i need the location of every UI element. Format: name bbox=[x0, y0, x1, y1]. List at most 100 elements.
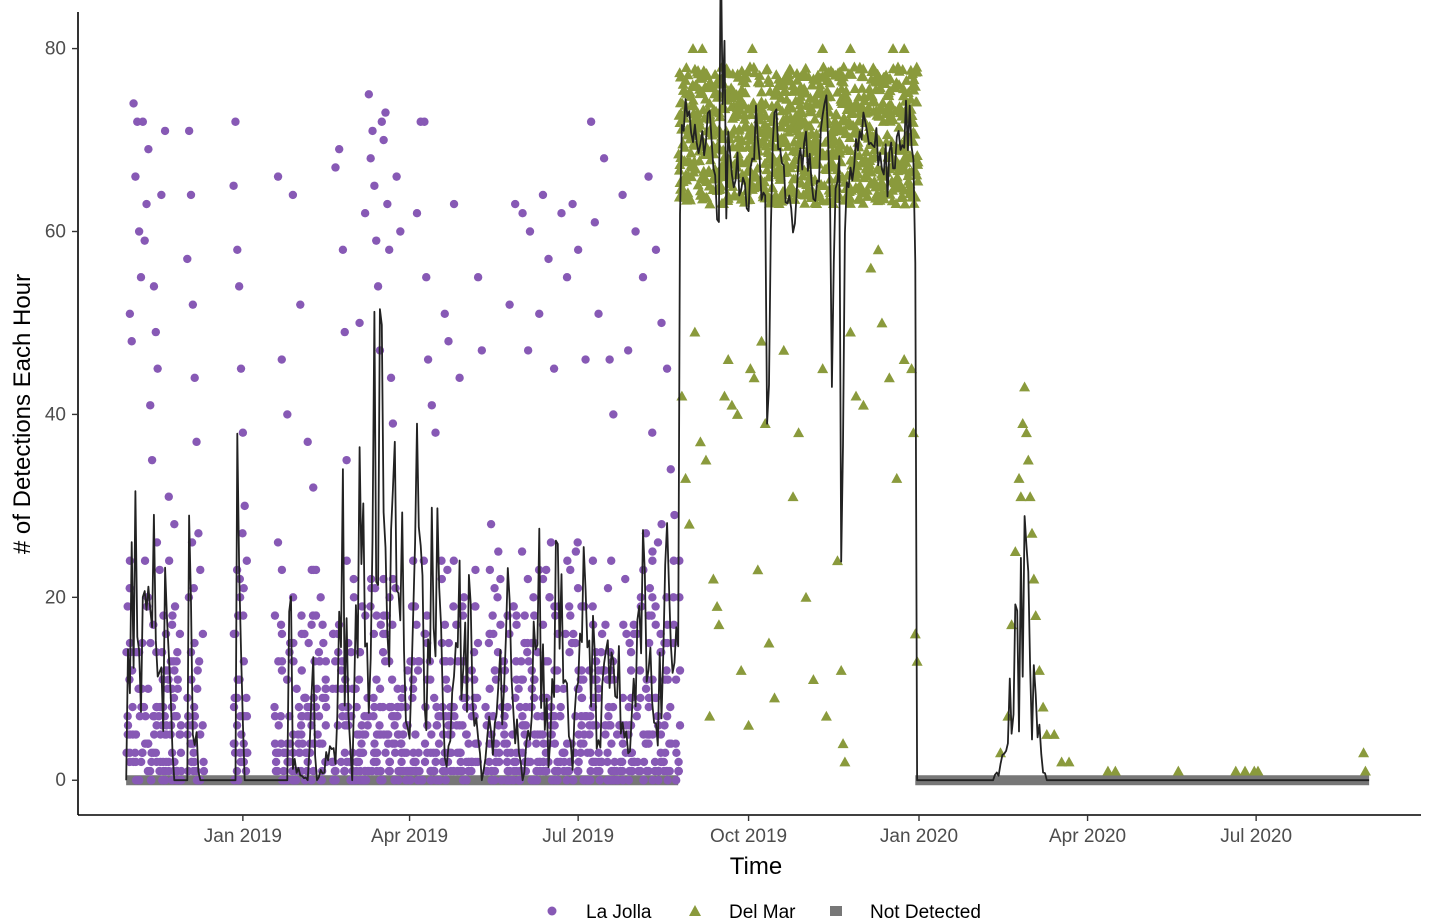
del-mar-point bbox=[800, 87, 812, 98]
del-mar-point bbox=[884, 72, 896, 83]
la-jolla-point bbox=[461, 730, 471, 739]
la-jolla-point bbox=[372, 611, 381, 620]
del-mar-point bbox=[782, 140, 794, 151]
la-jolla-point bbox=[490, 666, 500, 675]
la-jolla-point bbox=[384, 766, 394, 776]
la-jolla-point bbox=[196, 730, 205, 739]
del-mar-point bbox=[887, 43, 899, 53]
la-jolla-point bbox=[523, 739, 532, 748]
la-jolla-point bbox=[538, 730, 547, 739]
la-jolla-point bbox=[354, 675, 364, 684]
la-jolla-point bbox=[571, 638, 580, 648]
la-jolla-point bbox=[321, 693, 330, 703]
la-jolla-point bbox=[289, 657, 298, 666]
la-jolla-point bbox=[588, 602, 597, 611]
la-jolla-point bbox=[579, 675, 588, 684]
la-jolla-point bbox=[446, 657, 455, 666]
del-mar-point bbox=[883, 372, 895, 383]
la-jolla-point bbox=[557, 209, 566, 218]
la-jolla-point bbox=[159, 611, 168, 620]
la-jolla-point bbox=[273, 748, 283, 758]
la-jolla-point bbox=[604, 712, 613, 721]
la-jolla-point bbox=[397, 693, 406, 703]
la-jolla-point bbox=[396, 227, 405, 236]
del-mar-point bbox=[866, 166, 878, 177]
la-jolla-point bbox=[134, 227, 144, 236]
la-jolla-point bbox=[450, 712, 459, 721]
la-jolla-point bbox=[378, 648, 388, 657]
del-mar-point bbox=[712, 140, 724, 151]
la-jolla-point bbox=[161, 629, 171, 639]
la-jolla-point bbox=[458, 766, 467, 776]
la-jolla-point bbox=[295, 748, 304, 758]
la-jolla-point bbox=[297, 730, 306, 739]
la-jolla-point bbox=[176, 721, 186, 730]
la-jolla-point bbox=[355, 318, 364, 328]
del-mar-point bbox=[906, 363, 918, 374]
la-jolla-point bbox=[160, 776, 170, 785]
la-jolla-point bbox=[420, 629, 429, 639]
la-jolla-point bbox=[164, 556, 174, 565]
la-jolla-point bbox=[618, 190, 627, 200]
la-jolla-point bbox=[164, 492, 173, 501]
la-jolla-point bbox=[638, 273, 648, 282]
la-jolla-point bbox=[283, 410, 292, 419]
del-mar-point bbox=[902, 175, 914, 186]
la-jolla-point bbox=[277, 629, 287, 639]
la-jolla-point bbox=[444, 337, 453, 346]
del-mar-point bbox=[839, 756, 851, 767]
la-jolla-point bbox=[607, 739, 616, 748]
del-mar-point bbox=[687, 100, 699, 111]
del-mar-points-layer bbox=[673, 43, 1371, 776]
la-jolla-point bbox=[270, 739, 280, 748]
la-jolla-point bbox=[143, 684, 153, 693]
del-mar-point bbox=[850, 390, 862, 401]
del-mar-point bbox=[745, 109, 757, 119]
la-jolla-point bbox=[538, 190, 548, 200]
x-tick-label: Jan 2020 bbox=[880, 826, 958, 847]
del-mar-point bbox=[857, 63, 869, 74]
la-jolla-point bbox=[489, 629, 498, 639]
la-jolla-point bbox=[601, 730, 610, 739]
la-jolla-point bbox=[644, 739, 653, 748]
la-jolla-point bbox=[670, 510, 679, 520]
la-jolla-point bbox=[413, 666, 423, 675]
del-mar-point bbox=[690, 163, 702, 174]
la-jolla-point bbox=[671, 675, 681, 684]
la-jolla-point bbox=[435, 776, 444, 785]
del-mar-point bbox=[744, 363, 756, 374]
la-jolla-point bbox=[190, 757, 199, 767]
la-jolla-point bbox=[420, 757, 430, 767]
y-tick-label: 20 bbox=[45, 587, 66, 608]
la-jolla-point bbox=[378, 776, 387, 785]
la-jolla-point bbox=[127, 337, 136, 346]
la-jolla-point bbox=[490, 776, 499, 785]
del-mar-point bbox=[769, 692, 781, 703]
la-jolla-point bbox=[199, 766, 209, 776]
la-jolla-point bbox=[467, 766, 476, 776]
la-jolla-point bbox=[238, 428, 248, 437]
la-jolla-point bbox=[490, 583, 499, 593]
del-mar-point bbox=[1017, 418, 1029, 428]
la-jolla-point bbox=[496, 574, 505, 584]
la-jolla-point bbox=[612, 730, 622, 739]
legend-key-del-mar bbox=[689, 905, 701, 916]
la-jolla-point bbox=[502, 739, 512, 748]
la-jolla-point bbox=[573, 766, 582, 776]
la-jolla-point bbox=[547, 730, 556, 739]
la-jolla-point bbox=[366, 602, 375, 611]
la-jolla-point bbox=[571, 712, 580, 721]
la-jolla-point bbox=[149, 730, 159, 739]
la-jolla-point bbox=[464, 739, 473, 748]
la-jolla-point bbox=[376, 766, 385, 776]
del-mar-point bbox=[761, 164, 773, 175]
la-jolla-point bbox=[370, 583, 380, 593]
la-jolla-point bbox=[383, 199, 392, 209]
del-mar-point bbox=[682, 69, 694, 80]
la-jolla-point bbox=[622, 629, 631, 639]
la-jolla-point bbox=[369, 693, 378, 703]
del-mar-point bbox=[857, 71, 869, 82]
la-jolla-point bbox=[273, 538, 283, 547]
la-jolla-point bbox=[675, 721, 685, 730]
